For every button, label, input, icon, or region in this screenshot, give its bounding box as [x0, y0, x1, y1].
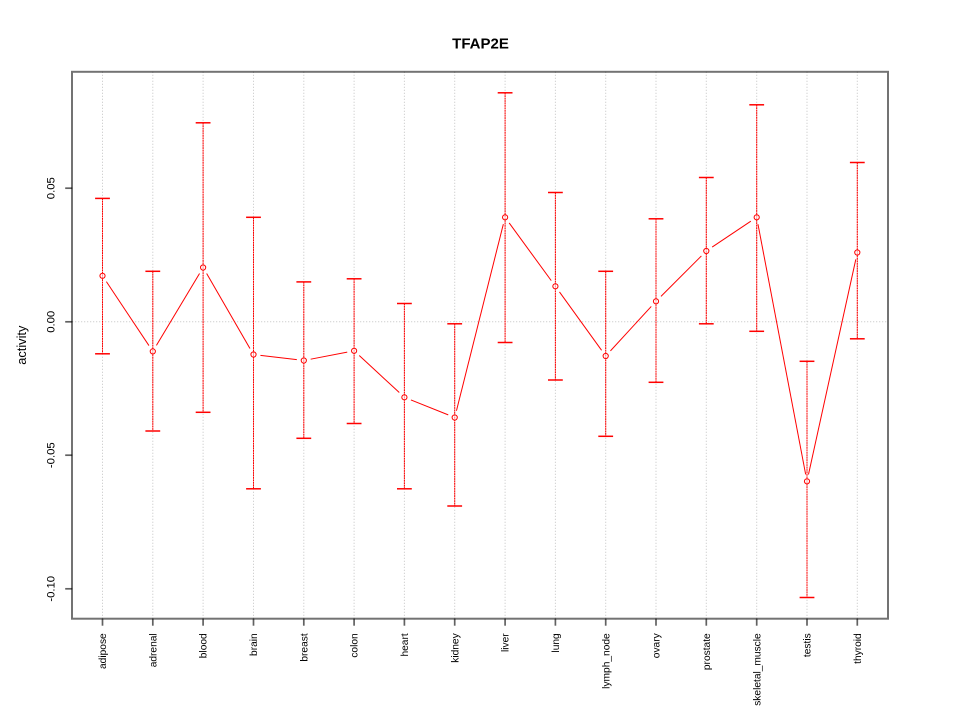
svg-text:kidney: kidney: [450, 632, 461, 662]
svg-text:ovary: ovary: [652, 632, 663, 658]
svg-text:breast: breast: [299, 633, 310, 661]
svg-text:adrenal: adrenal: [148, 633, 159, 667]
svg-text:skeletal_muscle: skeletal_muscle: [752, 633, 763, 706]
svg-text:adipose: adipose: [98, 633, 109, 669]
svg-text:brain: brain: [249, 633, 260, 656]
svg-text:activity: activity: [14, 325, 29, 365]
svg-text:testis: testis: [803, 633, 814, 657]
svg-text:heart: heart: [400, 633, 411, 656]
svg-text:TFAP2E: TFAP2E: [452, 35, 509, 52]
svg-text:prostate: prostate: [702, 633, 713, 670]
svg-text:liver: liver: [501, 633, 512, 652]
svg-text:0.00: 0.00: [46, 311, 58, 333]
svg-text:lymph_node: lymph_node: [601, 633, 612, 689]
svg-text:colon: colon: [350, 633, 361, 657]
svg-text:-0.05: -0.05: [46, 442, 58, 468]
svg-text:blood: blood: [199, 633, 210, 658]
svg-text:thyroid: thyroid: [853, 633, 864, 664]
svg-text:lung: lung: [551, 633, 562, 653]
svg-text:0.05: 0.05: [46, 177, 58, 199]
svg-text:-0.10: -0.10: [46, 576, 58, 602]
